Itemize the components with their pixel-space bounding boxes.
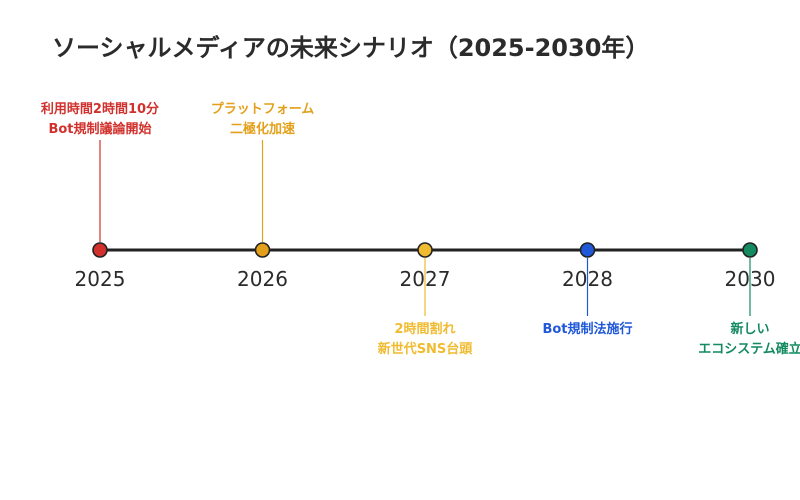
event-description-line: プラットフォーム	[211, 102, 315, 117]
event-marker	[417, 242, 433, 258]
event-marker	[742, 242, 758, 258]
year-label: 2030	[725, 267, 776, 291]
event-description-line: 二極化加速	[230, 121, 295, 137]
event-description-line: Bot規制議論開始	[48, 121, 151, 137]
year-label: 2026	[237, 267, 288, 291]
event-description-line: エコシステム確立	[698, 341, 800, 357]
event-marker	[254, 242, 271, 258]
page-title: ソーシャルメディアの未来シナリオ（2025-2030年）	[52, 34, 650, 62]
event-description-line: 2時間割れ	[394, 321, 455, 337]
event-marker	[92, 242, 108, 258]
event-description-line: Bot規制法施行	[542, 321, 632, 337]
event-description-line: 新世代SNS台頭	[378, 341, 474, 357]
timeline-event-2025: 2025 利用時間2時間10分 Bot規制議論開始	[41, 101, 159, 291]
year-label: 2027	[400, 267, 451, 291]
timeline-event-2028: 2028 Bot規制法施行	[542, 242, 633, 337]
event-description-line: 利用時間2時間10分	[41, 101, 159, 117]
year-label: 2025	[75, 267, 126, 291]
year-label: 2028	[562, 267, 613, 291]
event-description-line: 新しい	[730, 321, 769, 337]
timeline-events: 2025 利用時間2時間10分 Bot規制議論開始 2026 プラットフォーム二極化加速…	[41, 101, 800, 357]
event-marker	[579, 242, 596, 258]
